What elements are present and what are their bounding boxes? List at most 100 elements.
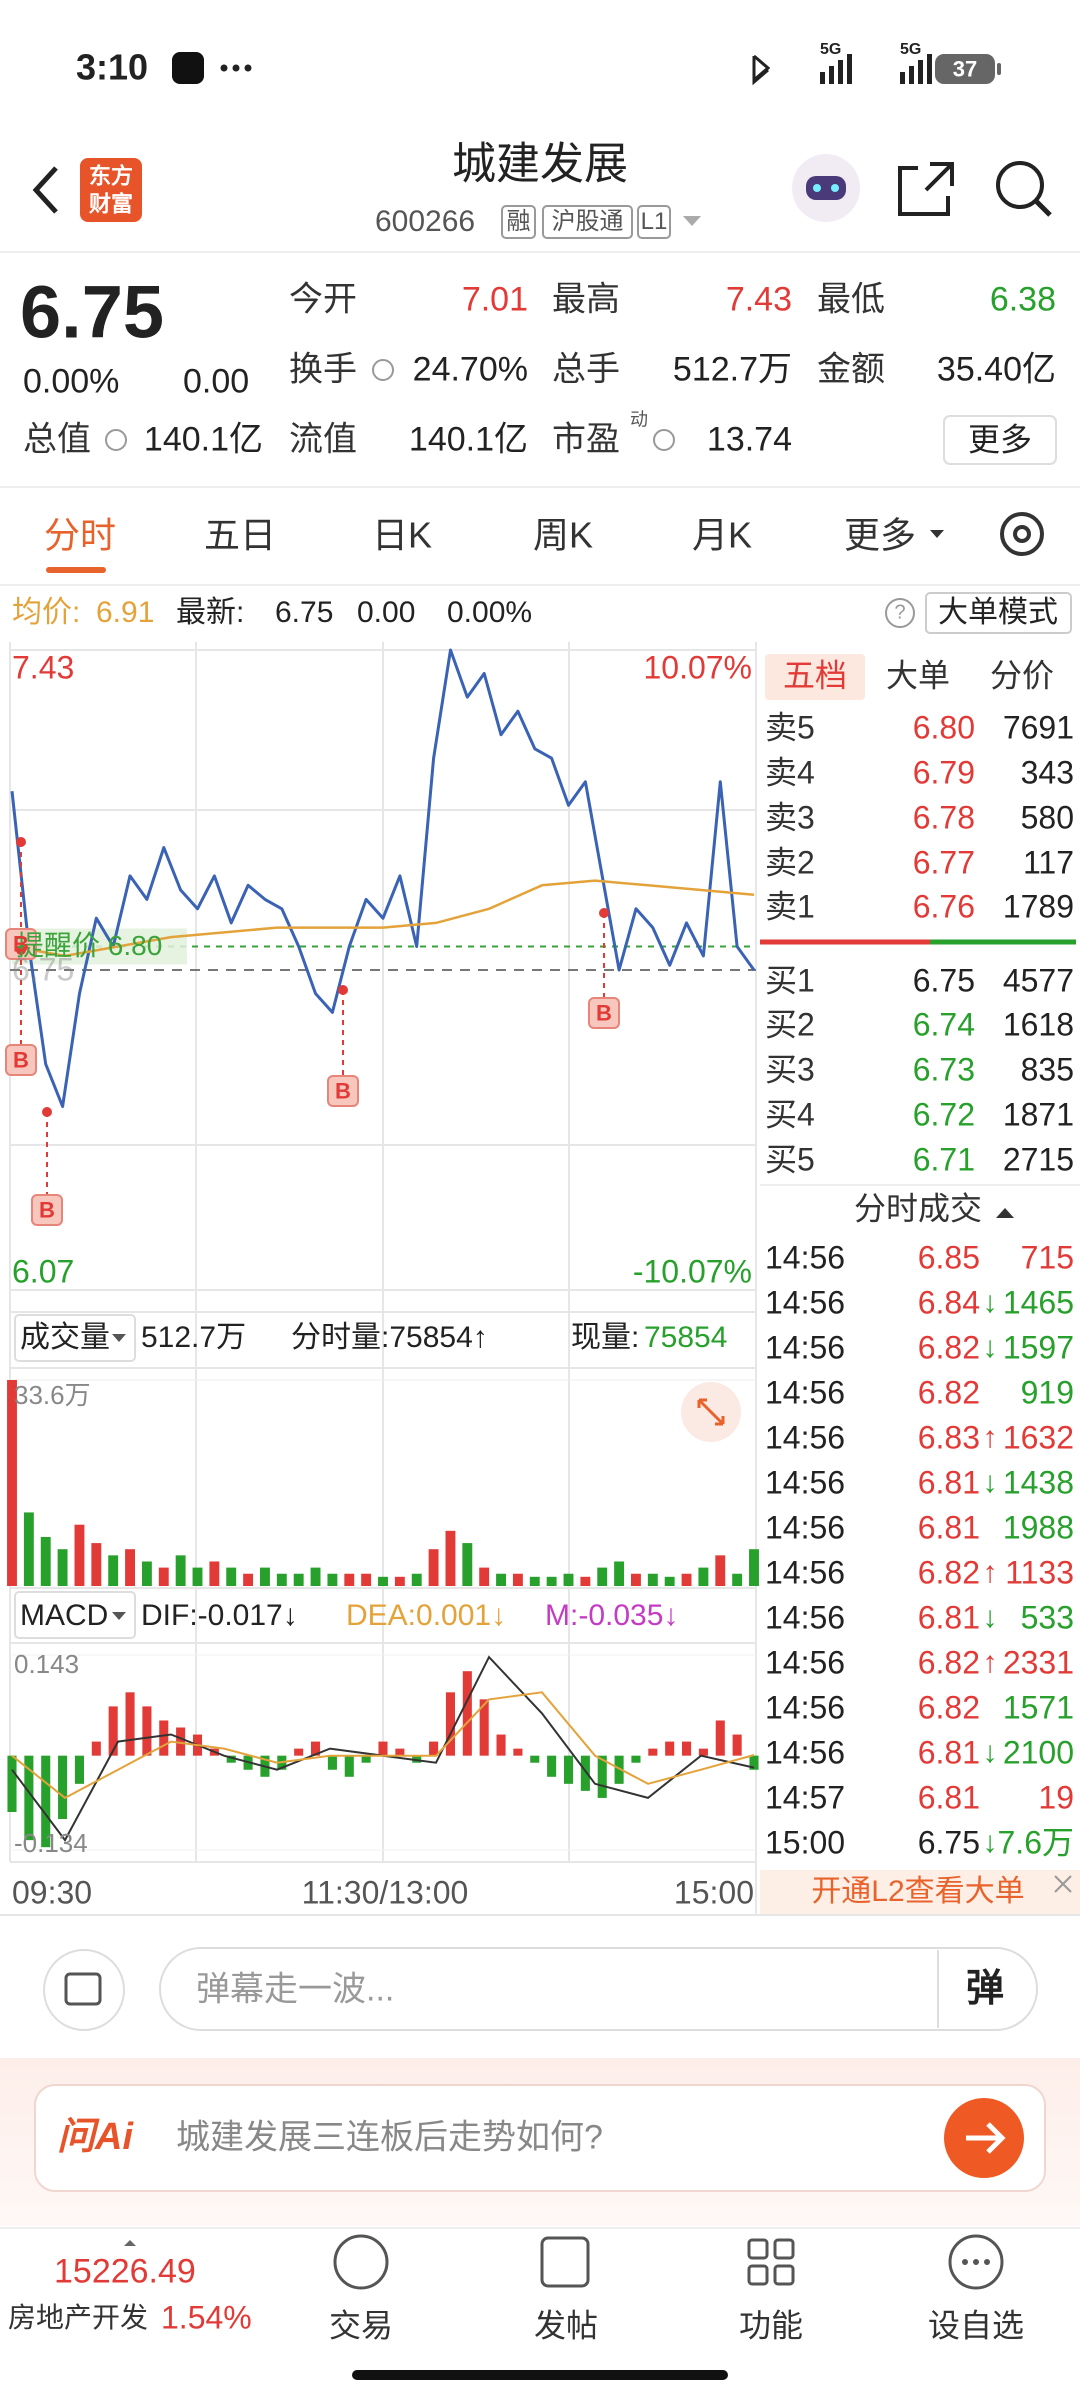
macd-bar — [361, 1755, 371, 1763]
danmu-settings[interactable] — [43, 1949, 125, 2031]
book-tab[interactable]: 分价 — [989, 657, 1055, 694]
dea-line — [11, 1691, 755, 1800]
marker-dot — [599, 908, 609, 918]
trade-volume: 2331 — [1002, 1644, 1074, 1681]
trade-time: 14:56 — [765, 1734, 846, 1771]
trade-icon[interactable] — [333, 2234, 389, 2290]
period-tab[interactable]: 更多 — [843, 514, 917, 556]
trade-volume: 1438 — [1002, 1464, 1074, 1501]
collapse-icon[interactable] — [996, 1208, 1014, 1218]
trade-price: 6.81 — [917, 1464, 980, 1501]
period-tab[interactable]: 五日 — [203, 514, 277, 556]
marker-box — [327, 1075, 359, 1107]
selector-arrow — [112, 1334, 126, 1342]
book-level: 买5 — [765, 1141, 815, 1178]
marker-dot — [42, 1107, 52, 1117]
trade-time: 14:56 — [765, 1239, 846, 1276]
volume-bar — [40, 1536, 51, 1586]
help-glyph[interactable]: ? — [894, 601, 906, 624]
back-icon[interactable] — [32, 166, 58, 214]
field-label: 流值 — [289, 420, 357, 459]
trade-volume: 1571 — [1002, 1689, 1074, 1726]
logo[interactable] — [80, 158, 142, 222]
chart-frame — [0, 642, 1080, 1916]
volume-bar — [732, 1573, 743, 1586]
ai-card[interactable] — [34, 2084, 1046, 2192]
book-level: 买1 — [765, 962, 815, 999]
volume-bar — [462, 1543, 473, 1586]
book-tab[interactable]: 大单 — [885, 657, 951, 694]
latest-value: 6.75 — [275, 595, 334, 629]
y-tick-label: 6.75 — [12, 951, 75, 988]
macd-bar — [108, 1706, 118, 1756]
nav-item[interactable]: 设自选 — [927, 2307, 1025, 2344]
nav-item[interactable]: 功能 — [738, 2307, 804, 2344]
ai-prompt[interactable]: 城建发展三连板后走势如何? — [176, 2118, 603, 2157]
trade-time: 14:56 — [765, 1509, 846, 1546]
search-icon[interactable] — [996, 161, 1044, 209]
volume-bar — [428, 1549, 439, 1586]
macd-bar — [597, 1755, 607, 1798]
macd-bar — [530, 1755, 540, 1763]
book-price: 6.73 — [912, 1051, 975, 1088]
mode-button-label[interactable]: 大单模式 — [938, 595, 1058, 629]
marker-dot — [16, 945, 26, 955]
macd-bar — [91, 1741, 101, 1756]
danmu-input[interactable] — [159, 1947, 1038, 2031]
macd-bar — [614, 1755, 624, 1784]
period-tab[interactable]: 日K — [371, 514, 433, 556]
macd-bar — [547, 1755, 557, 1777]
trade-marker: B — [13, 931, 29, 957]
stock-code: 600266 — [375, 204, 476, 238]
trade-volume: 1988 — [1002, 1509, 1074, 1546]
mode-button[interactable] — [925, 592, 1072, 634]
current-volume: 75854 — [644, 1320, 728, 1354]
trade-volume: 19 — [1038, 1779, 1074, 1816]
volume-bar — [141, 1561, 152, 1586]
period-tab[interactable]: 周K — [532, 514, 594, 556]
book-tab[interactable]: 五档 — [782, 657, 848, 694]
current-volume-label: 现量: — [571, 1320, 640, 1354]
nav-item[interactable]: 发帖 — [533, 2307, 599, 2344]
volume-bar — [445, 1530, 456, 1586]
field-label: 换手 — [289, 350, 357, 389]
macd-bar — [445, 1692, 455, 1756]
macd-bar — [344, 1755, 354, 1777]
macd-bar — [631, 1755, 641, 1763]
post-icon[interactable] — [540, 2236, 590, 2288]
danmu-placeholder[interactable]: 弹幕走一波... — [196, 1970, 395, 2009]
trade-volume: 533 — [1020, 1599, 1074, 1636]
l2-banner-bg[interactable] — [760, 1870, 1080, 1914]
volume-selector[interactable] — [14, 1314, 136, 1362]
volume-bar — [647, 1573, 658, 1586]
macd-title[interactable]: MACD — [20, 1598, 109, 1632]
more-button-label[interactable]: 更多 — [967, 421, 1033, 458]
settings-icon[interactable] — [1000, 512, 1044, 556]
volume-bar — [125, 1549, 135, 1586]
help-icon[interactable] — [885, 598, 915, 628]
period-tab[interactable]: 月K — [691, 514, 753, 556]
share-icon[interactable] — [898, 162, 954, 216]
watchlist-icon[interactable] — [948, 2234, 1004, 2290]
macd-bar — [125, 1692, 135, 1756]
indicator-selector[interactable] — [14, 1591, 136, 1639]
volume-title[interactable]: 成交量 — [20, 1320, 110, 1354]
function-icon[interactable] — [747, 2238, 795, 2286]
danmu-button[interactable]: 弹 — [965, 1968, 1005, 2011]
period-tab[interactable]: 分时 — [43, 514, 117, 556]
dropdown-icon[interactable] — [683, 216, 701, 226]
macd-bar — [749, 1755, 759, 1770]
index-pct: 1.54% — [161, 2299, 252, 2336]
book-price: 6.76 — [912, 888, 975, 925]
close-icon[interactable] — [1054, 1875, 1072, 1893]
more-button[interactable] — [943, 415, 1057, 465]
m-label: M:-0.035↓ — [545, 1598, 679, 1632]
field-value: 7.43 — [725, 280, 792, 319]
trade-price: 6.85 — [917, 1239, 980, 1276]
l2-banner[interactable]: 开通L2查看大单 — [811, 1874, 1025, 1908]
macd-bar — [327, 1755, 337, 1770]
info-icon — [653, 429, 675, 451]
nav-item[interactable]: 交易 — [328, 2307, 394, 2344]
